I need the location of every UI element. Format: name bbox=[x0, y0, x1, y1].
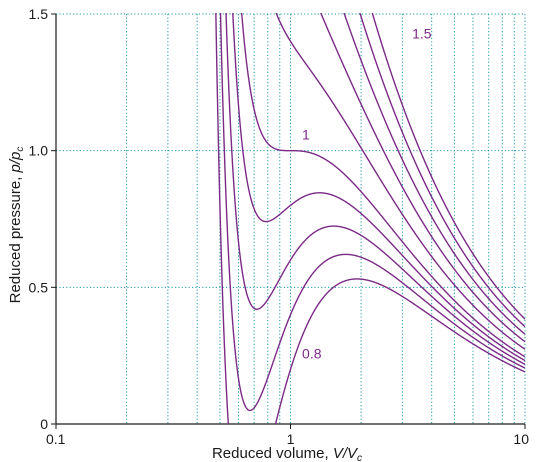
isotherm-curve bbox=[320, 13, 525, 343]
y-axis-label-main: Reduced pressure, bbox=[7, 172, 24, 303]
x-axis-label: Reduced volume, V/Vc bbox=[212, 445, 362, 462]
y-tick-label: 1.0 bbox=[29, 143, 49, 159]
isotherm-curve bbox=[219, 13, 525, 412]
x-axis-label-subscript: c bbox=[357, 453, 362, 462]
isotherm-curve bbox=[359, 13, 525, 328]
isotherm-curve bbox=[240, 13, 525, 358]
grid bbox=[56, 13, 526, 424]
curves bbox=[215, 13, 525, 424]
x-tick-labels: 0.1 1 10 bbox=[46, 431, 529, 447]
x-tick-label: 1 bbox=[287, 431, 295, 447]
curve-labels: 1.5 1 0.8 bbox=[302, 26, 432, 362]
isotherm-curve bbox=[275, 13, 525, 350]
isotherm-curve bbox=[215, 13, 525, 424]
curve-label: 0.8 bbox=[302, 345, 322, 361]
x-tick-label: 0.1 bbox=[46, 431, 66, 447]
y-axis-label-subscript: c bbox=[15, 147, 26, 152]
y-axis-label-symbol: p/p bbox=[7, 152, 24, 174]
y-tick-labels: 0 0.5 1.0 1.5 bbox=[29, 6, 49, 432]
x-axis-label-symbol: V/V bbox=[333, 445, 359, 462]
isotherm-curve bbox=[343, 13, 525, 335]
isotherm-curve bbox=[225, 13, 525, 365]
isotherm-curve bbox=[232, 13, 525, 362]
y-axis-label: Reduced pressure, p/pc bbox=[7, 147, 26, 304]
y-tick-label: 0 bbox=[40, 416, 48, 432]
y-tick-label: 1.5 bbox=[29, 6, 49, 22]
curve-label: 1 bbox=[302, 127, 310, 143]
x-axis-label-main: Reduced volume, bbox=[212, 445, 333, 462]
x-tick-label: 10 bbox=[513, 431, 529, 447]
curve-label: 1.5 bbox=[412, 26, 432, 42]
y-tick-label: 0.5 bbox=[29, 279, 49, 295]
isotherm-curve bbox=[371, 13, 525, 320]
plot-frame bbox=[51, 13, 526, 429]
